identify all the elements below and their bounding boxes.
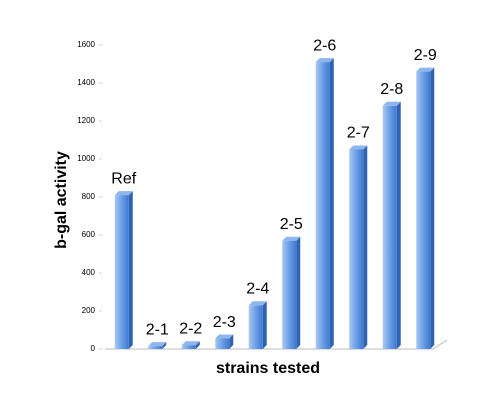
floor — [105, 339, 448, 350]
bar-category-label: 2-3 — [213, 314, 236, 331]
bar-category-label: 2-2 — [179, 320, 202, 337]
bar-top — [248, 301, 267, 306]
y-tick-label: 600 — [82, 230, 96, 239]
bar — [416, 71, 431, 349]
bar-category-label: Ref — [111, 170, 136, 187]
bar-side — [162, 342, 167, 349]
x-axis-title: strains tested — [216, 360, 320, 377]
bar-top — [148, 342, 167, 347]
bar-category-label: 2-6 — [313, 37, 336, 54]
bar-category-label: 2-8 — [380, 81, 403, 98]
bar — [114, 195, 129, 349]
bar-side — [296, 236, 301, 349]
bar — [215, 338, 230, 349]
bar — [349, 149, 364, 349]
bar-category-label: 2-7 — [347, 125, 370, 142]
y-tick-label: 0 — [91, 344, 96, 353]
bar — [382, 105, 397, 349]
bar-top — [282, 236, 301, 241]
bar — [282, 240, 297, 349]
bar-top — [215, 334, 234, 339]
bar-side — [396, 101, 401, 349]
y-tick-label: 1600 — [77, 40, 95, 49]
y-tick-label: 1000 — [77, 154, 95, 163]
bar-category-label: 2-5 — [280, 216, 303, 233]
y-tick-label: 400 — [82, 268, 96, 277]
y-axis-title: b-gal activity — [53, 151, 70, 249]
y-tick-label: 1200 — [77, 116, 95, 125]
bar-top — [181, 341, 200, 346]
y-tick-label: 1400 — [77, 78, 95, 87]
bar-top — [114, 191, 133, 196]
bar-top — [349, 145, 368, 150]
y-tick-label: 800 — [82, 192, 96, 201]
bar-top — [382, 101, 401, 106]
bar-top — [315, 58, 334, 63]
bar-category-label: 2-9 — [414, 47, 437, 64]
bar-side — [329, 58, 334, 349]
bar-side — [262, 301, 267, 349]
bar — [248, 305, 263, 349]
bar-side — [195, 341, 200, 349]
bar-side — [430, 67, 435, 349]
bar-side — [229, 334, 234, 349]
bar — [148, 346, 163, 349]
bar-category-label: 2-4 — [246, 281, 269, 298]
bar-side — [363, 145, 368, 349]
bar-category-label: 2-1 — [146, 321, 169, 338]
y-tick-label: 200 — [82, 306, 96, 315]
bar — [315, 62, 330, 349]
bar-side — [128, 191, 133, 349]
bar — [181, 345, 196, 349]
bar-top — [416, 67, 435, 72]
